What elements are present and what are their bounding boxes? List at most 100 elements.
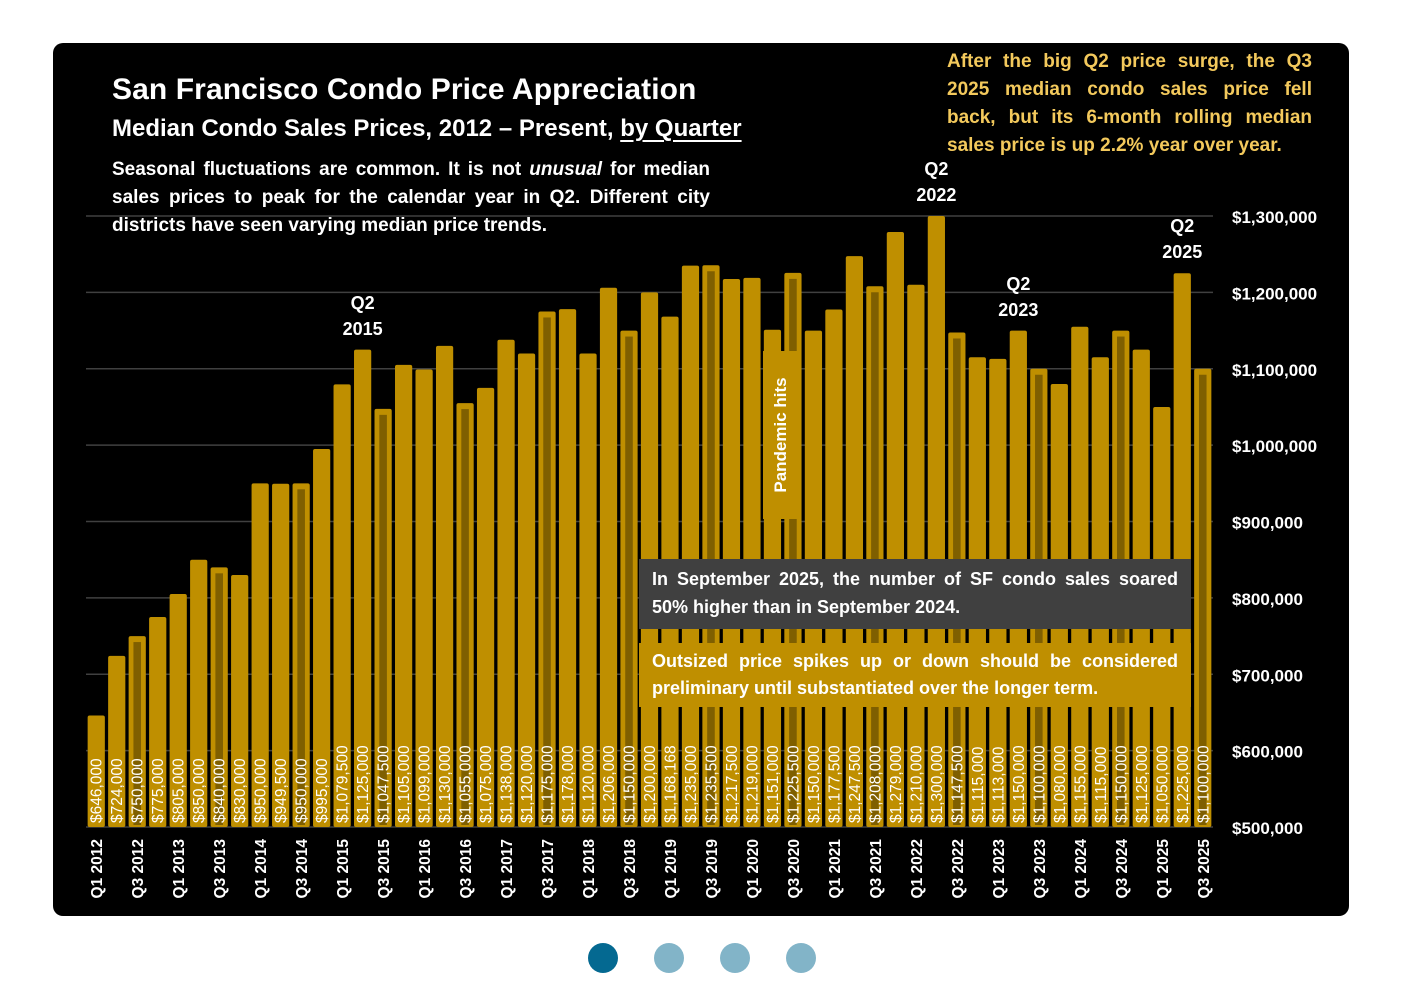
bar [743, 277, 761, 827]
bar [251, 483, 269, 827]
data-label: $724,000 [109, 758, 126, 823]
bar [149, 616, 167, 827]
bar [313, 448, 331, 827]
data-label: $1,050,000 [1154, 745, 1171, 823]
description-after: for median sales prices to peak for the … [112, 159, 710, 236]
data-label: $750,000 [130, 758, 147, 823]
data-label: $805,000 [171, 758, 188, 823]
bar [579, 353, 597, 827]
x-tick-label: Q3 2021 [868, 839, 885, 899]
bar [169, 594, 187, 827]
x-tick-label: Q3 2019 [704, 839, 721, 899]
data-label: $1,099,000 [417, 745, 434, 823]
y-tick-label: $900,000 [1232, 514, 1303, 533]
sales-volume-note: In September 2025, the number of SF cond… [639, 559, 1191, 629]
q2-2025-callout: Q2 2025 [1142, 213, 1222, 265]
q3-stripe [1198, 374, 1207, 825]
x-tick-label: Q3 2018 [622, 839, 639, 899]
data-label: $1,200,000 [642, 745, 659, 823]
x-tick-label: Q1 2025 [1155, 839, 1172, 899]
x-tick-label: Q1 2024 [1073, 839, 1090, 899]
callout-line1: Q2 [1170, 216, 1195, 237]
data-label: $1,115,000 [1093, 746, 1110, 823]
callout-line2: 2025 [1162, 242, 1203, 263]
x-tick-label: Q3 2012 [130, 839, 147, 898]
q3-stripe [543, 317, 551, 825]
data-label: $1,120,000 [519, 745, 536, 823]
bar [231, 574, 249, 827]
carousel-dot-2[interactable] [653, 943, 684, 973]
callout-line2: 2022 [916, 185, 957, 205]
data-label: $950,000 [294, 758, 311, 823]
chart-panel: $646,000 $724,000 $750,000 $775,000 $805,000… [53, 43, 1349, 916]
carousel-dot-4[interactable] [785, 943, 816, 973]
data-label: $949,500 [273, 758, 290, 823]
data-label: $1,138,000 [499, 745, 516, 823]
bar [190, 559, 208, 827]
x-tick-label: Q3 2024 [1114, 839, 1131, 899]
data-label: $1,150,000 [1011, 745, 1028, 823]
bar [681, 265, 700, 827]
q2-2022-callout: Q2 2022 [896, 156, 976, 208]
data-label: $1,150,000 [806, 745, 823, 823]
pandemic-annotation: Pandemic hits [763, 351, 799, 519]
x-tick-label: Q3 2015 [376, 839, 393, 899]
q2-2023-callout: Q2 2023 [978, 271, 1058, 323]
q3-stripe [871, 292, 879, 825]
x-tick-label: Q3 2020 [786, 839, 803, 898]
callout-line2: 2023 [998, 299, 1039, 320]
data-label: $1,225,500 [785, 745, 802, 823]
data-label: $1,235,500 [703, 745, 720, 823]
data-label: $1,217,500 [724, 745, 741, 823]
q3-stripe [461, 409, 469, 825]
data-label: $1,125,000 [1134, 745, 1151, 823]
x-tick-label: Q3 2023 [1032, 839, 1049, 899]
carousel-dots [0, 943, 1403, 973]
data-labels: $646,000 $724,000 $750,000 $775,000 $805,000… [89, 745, 1213, 823]
description-emphasis: unusual [529, 159, 603, 180]
data-label: $1,120,000 [581, 745, 598, 823]
data-label: $1,206,000 [601, 745, 618, 823]
bar [599, 287, 618, 827]
y-axis-ticks: $500,000 $600,000 $700,000 $800,000 $900,000… [1232, 208, 1317, 838]
data-label: $1,150,000 [1113, 745, 1130, 823]
x-tick-label: Q1 2018 [581, 839, 598, 899]
seasonal-description: Seasonal fluctuations are common. It is … [112, 156, 710, 240]
subtitle-text: Median Condo Sales Prices, 2012 – Presen… [112, 115, 621, 142]
bar [722, 279, 741, 827]
callout-line1: Q2 [1006, 273, 1031, 294]
data-label: $646,000 [89, 758, 106, 823]
y-tick-label: $600,000 [1232, 743, 1303, 762]
x-tick-label: Q3 2013 [212, 839, 229, 899]
data-label: $1,279,000 [888, 745, 905, 823]
data-label: $1,178,000 [560, 745, 577, 823]
bar [272, 483, 290, 827]
q3-stripe [379, 414, 387, 825]
data-label: $1,055,000 [458, 745, 475, 823]
data-label: $1,177,500 [826, 745, 843, 823]
x-tick-label: Q1 2015 [335, 839, 352, 899]
data-label: $830,000 [232, 758, 249, 823]
bar [845, 256, 864, 827]
q3-stripe [789, 278, 797, 825]
carousel-dot-1[interactable] [587, 943, 618, 973]
bar [927, 216, 945, 827]
data-label: $1,208,000 [867, 745, 884, 823]
data-label: $995,000 [314, 758, 331, 823]
preliminary-note: Outsized price spikes up or down should … [639, 643, 1191, 707]
data-label: $1,113,000 [990, 746, 1007, 823]
data-label: $950,000 [253, 758, 270, 823]
data-label: $1,210,000 [908, 745, 925, 823]
bar [886, 232, 904, 827]
y-tick-label: $700,000 [1232, 666, 1303, 685]
data-label: $1,115,000 [970, 746, 987, 823]
y-tick-label: $800,000 [1232, 590, 1303, 609]
q3-stripe [707, 271, 715, 826]
carousel-dot-3[interactable] [719, 943, 750, 973]
pandemic-label: Pandemic hits [771, 377, 790, 493]
data-label: $840,000 [212, 758, 229, 823]
callout-line1: Q2 [350, 292, 375, 313]
bar [435, 345, 454, 827]
data-label: $1,075,000 [478, 745, 495, 823]
x-tick-label: Q1 2023 [991, 839, 1008, 899]
